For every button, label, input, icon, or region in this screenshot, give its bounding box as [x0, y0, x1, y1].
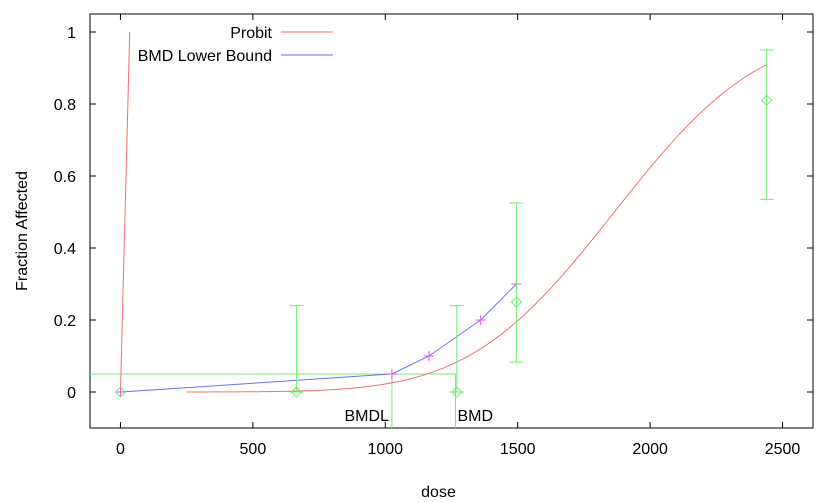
- y-tick-label: 0.6: [54, 169, 76, 186]
- y-tick-label: 0.8: [54, 97, 76, 114]
- x-tick-label: 1500: [500, 441, 536, 458]
- annotation-bmdl: BMDL: [344, 408, 389, 425]
- y-axis-title: Fraction Affected: [14, 171, 31, 291]
- legend-label: BMD Lower Bound: [138, 48, 272, 65]
- annotation-bmd: BMD: [457, 408, 493, 425]
- x-tick-label: 0: [116, 441, 125, 458]
- y-tick-label: 1: [67, 25, 76, 42]
- x-tick-label: 2500: [765, 441, 801, 458]
- x-tick-label: 500: [240, 441, 267, 458]
- y-tick-label: 0.4: [54, 241, 76, 258]
- x-axis-title: dose: [421, 484, 456, 501]
- y-tick-label: 0: [67, 385, 76, 402]
- legend-label: Probit: [230, 25, 272, 42]
- x-tick-label: 2000: [632, 441, 668, 458]
- y-tick-label: 0.2: [54, 313, 76, 330]
- x-tick-label: 1000: [367, 441, 403, 458]
